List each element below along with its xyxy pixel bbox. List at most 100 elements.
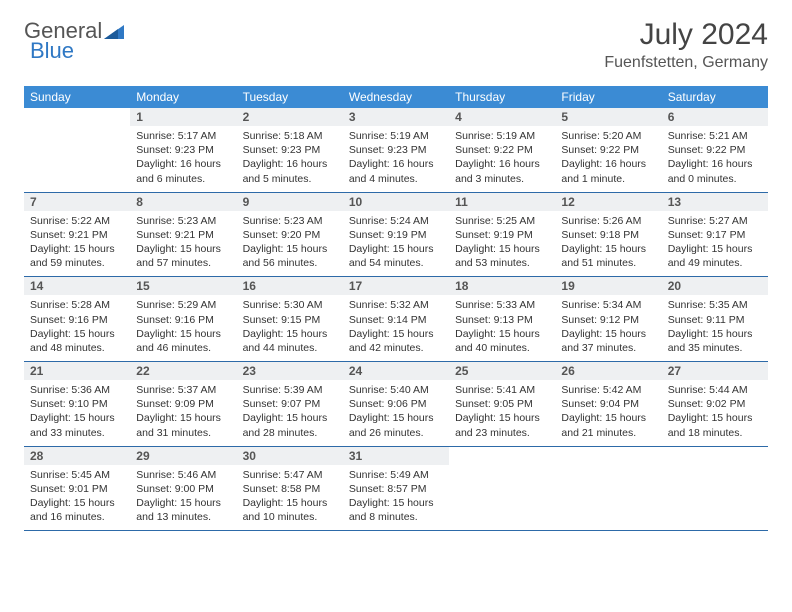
sunset-text: Sunset: 9:23 PM <box>136 143 230 157</box>
day-number: 19 <box>555 277 661 295</box>
title-block: July 2024 Fuenfstetten, Germany <box>604 18 768 72</box>
day-details: Sunrise: 5:42 AMSunset: 9:04 PMDaylight:… <box>555 380 661 446</box>
sunset-text: Sunset: 9:21 PM <box>30 228 124 242</box>
sunrise-text: Sunrise: 5:45 AM <box>30 468 124 482</box>
calendar-cell: 1Sunrise: 5:17 AMSunset: 9:23 PMDaylight… <box>130 108 236 192</box>
sunset-text: Sunset: 9:19 PM <box>455 228 549 242</box>
header: General July 2024 Fuenfstetten, Germany <box>24 18 768 72</box>
calendar-cell <box>555 446 661 531</box>
daylight-text-1: Daylight: 15 hours <box>30 327 124 341</box>
sunset-text: Sunset: 9:19 PM <box>349 228 443 242</box>
daylight-text-2: and 54 minutes. <box>349 256 443 270</box>
calendar-cell: 18Sunrise: 5:33 AMSunset: 9:13 PMDayligh… <box>449 277 555 362</box>
day-number: 18 <box>449 277 555 295</box>
daylight-text-2: and 33 minutes. <box>30 426 124 440</box>
sunrise-text: Sunrise: 5:17 AM <box>136 129 230 143</box>
daylight-text-1: Daylight: 16 hours <box>455 157 549 171</box>
day-number: 26 <box>555 362 661 380</box>
daylight-text-2: and 56 minutes. <box>243 256 337 270</box>
day-details: Sunrise: 5:39 AMSunset: 9:07 PMDaylight:… <box>237 380 343 446</box>
calendar-cell: 14Sunrise: 5:28 AMSunset: 9:16 PMDayligh… <box>24 277 130 362</box>
daylight-text-2: and 0 minutes. <box>668 172 762 186</box>
day-number: 24 <box>343 362 449 380</box>
daylight-text-2: and 37 minutes. <box>561 341 655 355</box>
daylight-text-1: Daylight: 16 hours <box>668 157 762 171</box>
sunrise-text: Sunrise: 5:36 AM <box>30 383 124 397</box>
daylight-text-1: Daylight: 15 hours <box>668 242 762 256</box>
day-details: Sunrise: 5:21 AMSunset: 9:22 PMDaylight:… <box>662 126 768 192</box>
sunrise-text: Sunrise: 5:33 AM <box>455 298 549 312</box>
sunrise-text: Sunrise: 5:30 AM <box>243 298 337 312</box>
sunset-text: Sunset: 9:20 PM <box>243 228 337 242</box>
month-title: July 2024 <box>604 18 768 52</box>
calendar-cell <box>24 108 130 192</box>
daylight-text-2: and 42 minutes. <box>349 341 443 355</box>
daylight-text-1: Daylight: 15 hours <box>243 496 337 510</box>
day-details: Sunrise: 5:47 AMSunset: 8:58 PMDaylight:… <box>237 465 343 531</box>
logo-triangle-icon <box>104 23 124 39</box>
weekday-header: Thursday <box>449 86 555 108</box>
day-number: 5 <box>555 108 661 126</box>
daylight-text-1: Daylight: 15 hours <box>668 327 762 341</box>
calendar-cell: 31Sunrise: 5:49 AMSunset: 8:57 PMDayligh… <box>343 446 449 531</box>
daylight-text-1: Daylight: 15 hours <box>349 327 443 341</box>
daylight-text-1: Daylight: 15 hours <box>349 411 443 425</box>
day-number: 14 <box>24 277 130 295</box>
calendar-cell <box>449 446 555 531</box>
daylight-text-1: Daylight: 15 hours <box>349 496 443 510</box>
day-details: Sunrise: 5:41 AMSunset: 9:05 PMDaylight:… <box>449 380 555 446</box>
sunrise-text: Sunrise: 5:22 AM <box>30 214 124 228</box>
calendar-cell: 2Sunrise: 5:18 AMSunset: 9:23 PMDaylight… <box>237 108 343 192</box>
day-number: 21 <box>24 362 130 380</box>
day-details: Sunrise: 5:23 AMSunset: 9:20 PMDaylight:… <box>237 211 343 277</box>
daylight-text-2: and 26 minutes. <box>349 426 443 440</box>
day-details: Sunrise: 5:20 AMSunset: 9:22 PMDaylight:… <box>555 126 661 192</box>
daylight-text-1: Daylight: 15 hours <box>30 242 124 256</box>
calendar-cell: 27Sunrise: 5:44 AMSunset: 9:02 PMDayligh… <box>662 362 768 447</box>
daylight-text-2: and 23 minutes. <box>455 426 549 440</box>
sunrise-text: Sunrise: 5:35 AM <box>668 298 762 312</box>
day-details: Sunrise: 5:29 AMSunset: 9:16 PMDaylight:… <box>130 295 236 361</box>
daylight-text-2: and 51 minutes. <box>561 256 655 270</box>
calendar-cell: 4Sunrise: 5:19 AMSunset: 9:22 PMDaylight… <box>449 108 555 192</box>
daylight-text-1: Daylight: 16 hours <box>561 157 655 171</box>
calendar-cell: 30Sunrise: 5:47 AMSunset: 8:58 PMDayligh… <box>237 446 343 531</box>
calendar-week: 21Sunrise: 5:36 AMSunset: 9:10 PMDayligh… <box>24 362 768 447</box>
calendar-head: SundayMondayTuesdayWednesdayThursdayFrid… <box>24 86 768 108</box>
day-details: Sunrise: 5:17 AMSunset: 9:23 PMDaylight:… <box>130 126 236 192</box>
day-number: 3 <box>343 108 449 126</box>
calendar-cell: 22Sunrise: 5:37 AMSunset: 9:09 PMDayligh… <box>130 362 236 447</box>
sunset-text: Sunset: 9:12 PM <box>561 313 655 327</box>
sunrise-text: Sunrise: 5:28 AM <box>30 298 124 312</box>
sunset-text: Sunset: 9:22 PM <box>668 143 762 157</box>
daylight-text-1: Daylight: 15 hours <box>136 496 230 510</box>
weekday-header: Wednesday <box>343 86 449 108</box>
calendar-cell: 19Sunrise: 5:34 AMSunset: 9:12 PMDayligh… <box>555 277 661 362</box>
day-number: 4 <box>449 108 555 126</box>
daylight-text-1: Daylight: 15 hours <box>561 327 655 341</box>
daylight-text-2: and 4 minutes. <box>349 172 443 186</box>
sunrise-text: Sunrise: 5:44 AM <box>668 383 762 397</box>
calendar-cell: 23Sunrise: 5:39 AMSunset: 9:07 PMDayligh… <box>237 362 343 447</box>
daylight-text-1: Daylight: 15 hours <box>30 496 124 510</box>
calendar-cell: 21Sunrise: 5:36 AMSunset: 9:10 PMDayligh… <box>24 362 130 447</box>
daylight-text-2: and 57 minutes. <box>136 256 230 270</box>
day-details: Sunrise: 5:22 AMSunset: 9:21 PMDaylight:… <box>24 211 130 277</box>
sunrise-text: Sunrise: 5:19 AM <box>349 129 443 143</box>
day-details: Sunrise: 5:27 AMSunset: 9:17 PMDaylight:… <box>662 211 768 277</box>
day-details: Sunrise: 5:25 AMSunset: 9:19 PMDaylight:… <box>449 211 555 277</box>
day-number: 31 <box>343 447 449 465</box>
day-number: 30 <box>237 447 343 465</box>
day-details: Sunrise: 5:49 AMSunset: 8:57 PMDaylight:… <box>343 465 449 531</box>
day-number: 15 <box>130 277 236 295</box>
daylight-text-2: and 48 minutes. <box>30 341 124 355</box>
day-details: Sunrise: 5:19 AMSunset: 9:22 PMDaylight:… <box>449 126 555 192</box>
day-details: Sunrise: 5:45 AMSunset: 9:01 PMDaylight:… <box>24 465 130 531</box>
sunset-text: Sunset: 9:23 PM <box>349 143 443 157</box>
day-details: Sunrise: 5:24 AMSunset: 9:19 PMDaylight:… <box>343 211 449 277</box>
daylight-text-1: Daylight: 15 hours <box>243 327 337 341</box>
day-details: Sunrise: 5:30 AMSunset: 9:15 PMDaylight:… <box>237 295 343 361</box>
sunset-text: Sunset: 8:57 PM <box>349 482 443 496</box>
calendar-week: 14Sunrise: 5:28 AMSunset: 9:16 PMDayligh… <box>24 277 768 362</box>
weekday-header: Friday <box>555 86 661 108</box>
